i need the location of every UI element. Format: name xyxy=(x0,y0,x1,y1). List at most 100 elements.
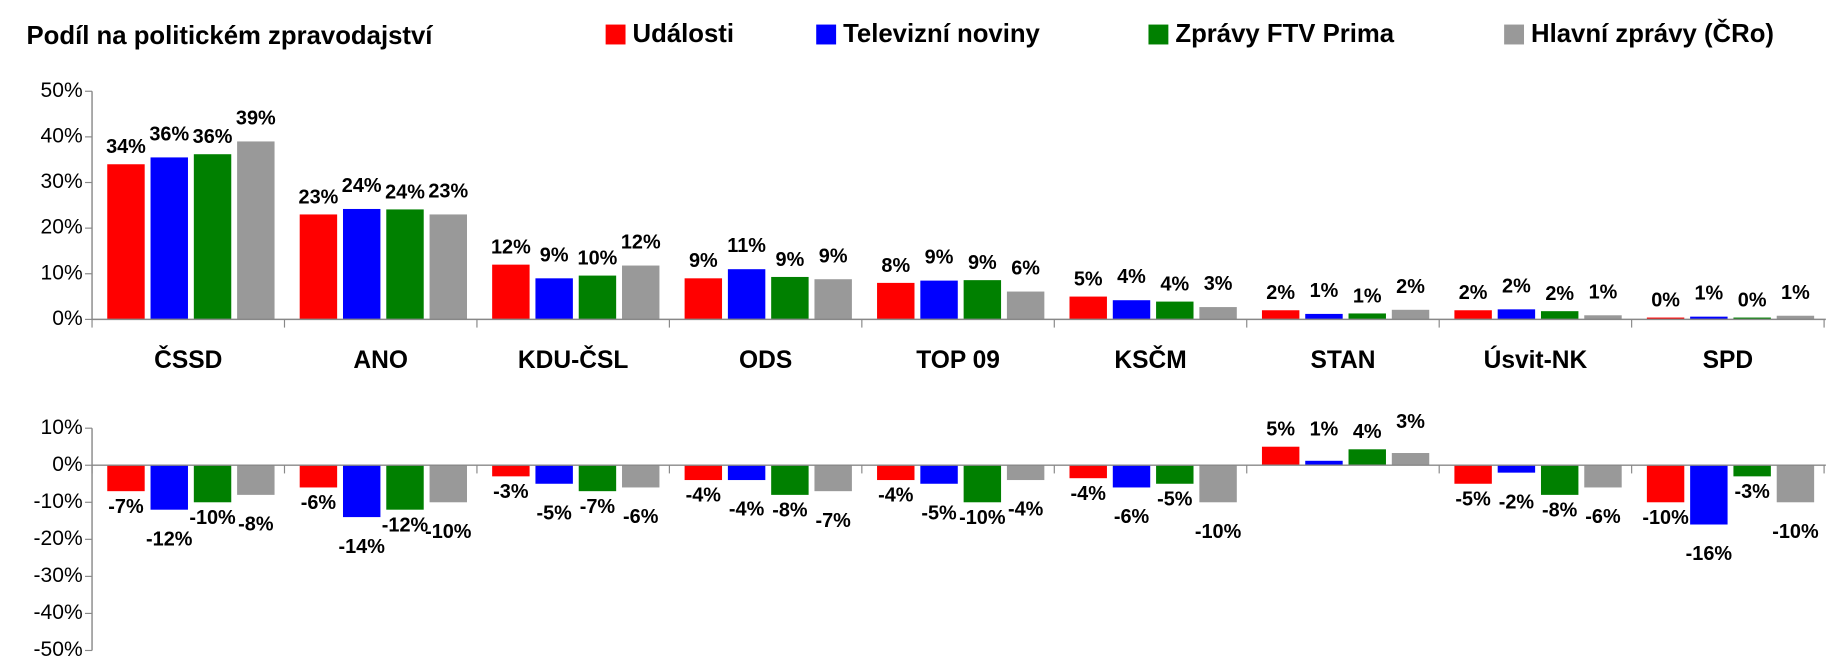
data-label: 23% xyxy=(428,180,468,202)
data-label: 1% xyxy=(1310,419,1339,441)
y-tick-label: 10% xyxy=(41,416,83,439)
bar xyxy=(150,157,188,320)
legend-label: Zprávy FTV Prima xyxy=(1175,20,1394,48)
data-label: 3% xyxy=(1204,273,1233,295)
bar xyxy=(1690,316,1728,320)
y-tick-label: 20% xyxy=(41,216,83,239)
bar xyxy=(622,465,660,488)
legend-label: Události xyxy=(633,20,734,48)
bar xyxy=(1112,465,1151,488)
bar xyxy=(299,214,338,320)
bar xyxy=(1391,453,1430,466)
data-label: -10% xyxy=(189,507,236,529)
y-tick-label: 10% xyxy=(41,261,83,284)
data-label: 9% xyxy=(925,247,954,269)
bar xyxy=(963,465,1002,503)
bar xyxy=(150,465,188,510)
data-label: 2% xyxy=(1459,282,1488,304)
bar xyxy=(193,154,232,320)
bar xyxy=(1348,449,1386,466)
data-label: 2% xyxy=(1266,282,1295,304)
y-tick-label: -20% xyxy=(34,527,83,550)
bar xyxy=(622,265,660,320)
bar xyxy=(771,276,809,320)
bar xyxy=(1006,465,1045,481)
bar xyxy=(1305,313,1343,320)
bar xyxy=(1497,465,1536,473)
legend-swatch xyxy=(605,24,626,45)
bar xyxy=(1199,465,1237,503)
bar xyxy=(1540,465,1579,495)
bar xyxy=(1112,300,1151,320)
bar xyxy=(920,280,958,320)
data-label: -4% xyxy=(878,485,914,507)
data-label: -4% xyxy=(686,485,722,507)
bar xyxy=(1069,296,1107,320)
data-label: -7% xyxy=(816,510,852,532)
bar xyxy=(963,280,1002,320)
data-label: -14% xyxy=(339,536,386,558)
bar xyxy=(578,275,617,320)
y-tick-label: 0% xyxy=(52,453,82,476)
x-tick-label: ANO xyxy=(353,347,408,374)
bar xyxy=(535,465,573,484)
data-label: -4% xyxy=(729,499,765,521)
data-label: -6% xyxy=(301,492,337,514)
bar xyxy=(535,278,573,320)
data-label: 0% xyxy=(1651,289,1680,311)
x-tick-label: ČSSD xyxy=(154,346,222,374)
bar xyxy=(727,465,766,481)
bar xyxy=(1454,310,1492,320)
data-label: -2% xyxy=(1499,491,1535,513)
x-tick-label: KSČM xyxy=(1114,346,1186,374)
data-label: -7% xyxy=(108,496,144,518)
data-label: 9% xyxy=(968,252,997,274)
data-label: -10% xyxy=(425,521,472,543)
data-label: 6% xyxy=(1011,258,1040,280)
bar xyxy=(492,465,530,477)
data-label: -10% xyxy=(1195,521,1242,543)
data-label: 1% xyxy=(1589,281,1618,303)
data-label: -10% xyxy=(959,507,1006,529)
bar xyxy=(429,214,467,320)
data-label: 5% xyxy=(1074,268,1103,290)
data-label: 34% xyxy=(106,136,146,158)
bar xyxy=(1733,317,1771,320)
bar xyxy=(1584,465,1622,488)
bar xyxy=(386,465,424,510)
data-label: 9% xyxy=(819,245,848,267)
bar xyxy=(492,264,530,320)
bar xyxy=(684,278,723,320)
bar xyxy=(107,465,145,492)
x-tick-label: Úsvit-NK xyxy=(1484,346,1588,374)
data-label: -4% xyxy=(1071,483,1107,505)
data-label: 3% xyxy=(1396,411,1425,433)
bar xyxy=(1646,465,1685,503)
bar xyxy=(727,269,766,320)
bar xyxy=(1261,446,1300,466)
data-label: 24% xyxy=(385,181,425,203)
bar xyxy=(1776,315,1815,320)
bar xyxy=(684,465,723,481)
bar xyxy=(1261,310,1300,320)
bar xyxy=(1690,465,1728,525)
data-label: 39% xyxy=(236,107,276,129)
bar xyxy=(1454,465,1492,484)
x-tick-label: KDU-ČSL xyxy=(518,346,628,374)
bar xyxy=(1584,315,1622,320)
y-tick-label: 30% xyxy=(41,170,83,193)
data-label: 1% xyxy=(1353,285,1382,307)
y-tick-label: 40% xyxy=(41,124,83,147)
data-label: -6% xyxy=(1585,506,1621,528)
y-tick-label: -50% xyxy=(34,638,83,661)
x-tick-label: TOP 09 xyxy=(916,347,1000,374)
data-label: -12% xyxy=(382,514,429,536)
bar xyxy=(193,465,232,503)
data-label: 12% xyxy=(491,237,531,259)
legend-label: Hlavní zprávy (ČRo) xyxy=(1531,18,1774,48)
data-label: -3% xyxy=(1734,481,1770,503)
y-tick-label: -10% xyxy=(34,490,83,513)
data-label: 5% xyxy=(1266,419,1295,441)
bar xyxy=(1305,460,1343,466)
